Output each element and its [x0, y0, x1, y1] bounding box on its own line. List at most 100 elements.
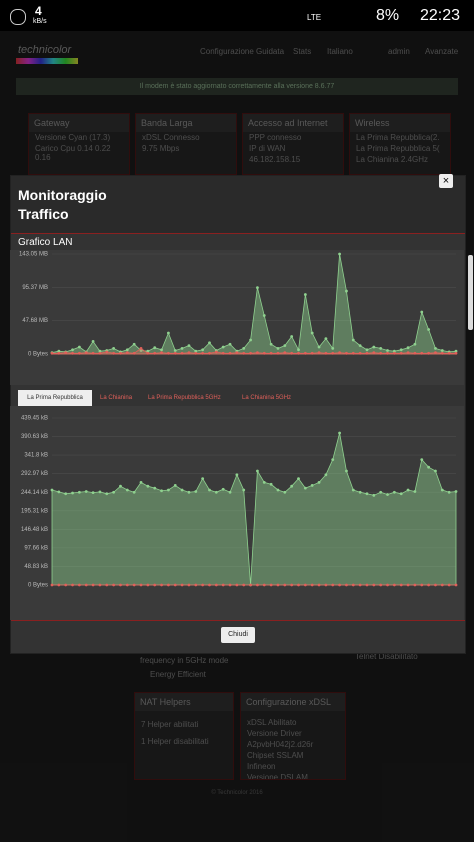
point: [173, 351, 177, 355]
point: [379, 583, 383, 587]
point: [105, 492, 109, 496]
point: [119, 484, 122, 488]
point: [125, 348, 129, 352]
point: [173, 349, 177, 352]
card: Gateway Versione Cyan (17.3) Carico Cpu 0.…: [28, 113, 130, 175]
speed: 4: [35, 4, 42, 18]
modal-title: Monitoraggio Traffico: [18, 187, 107, 222]
close-button[interactable]: Chiudi: [221, 627, 255, 643]
point: [167, 351, 170, 355]
point: [105, 350, 109, 354]
point: [160, 348, 163, 352]
point: [365, 348, 369, 352]
point: [399, 492, 403, 496]
point: [228, 583, 232, 587]
card-title: Banda Larga: [136, 114, 236, 132]
point: [228, 351, 232, 355]
point: [358, 344, 362, 348]
point: [290, 335, 294, 338]
point: [317, 480, 321, 484]
scrollbar: [468, 255, 473, 330]
close-button[interactable]: ×: [439, 174, 453, 188]
point: [331, 583, 335, 587]
point: [262, 480, 266, 484]
point: [249, 583, 252, 587]
network: LTE: [307, 13, 322, 22]
point: [64, 583, 68, 587]
point: [146, 349, 150, 353]
point: [406, 583, 410, 587]
point: [406, 488, 410, 492]
point: [386, 583, 389, 587]
point: [338, 351, 341, 355]
point: [365, 492, 369, 496]
point: [276, 347, 280, 350]
point: [351, 583, 355, 587]
point: [132, 490, 136, 494]
status-bar: 4 kB/s LTE 8% 22:23: [0, 0, 474, 31]
point: [187, 490, 191, 494]
point: [420, 583, 424, 587]
point: [276, 351, 280, 355]
point: [454, 583, 458, 587]
menu-item: Configurazione Guidata: [200, 47, 285, 56]
speed-unit: kB/s: [33, 18, 47, 25]
plot-bg: [10, 250, 464, 385]
point: [112, 583, 116, 587]
point: [290, 351, 294, 355]
card-title: Gateway: [29, 114, 129, 132]
point: [98, 490, 102, 494]
point: [98, 349, 102, 353]
point: [91, 491, 95, 495]
point: [351, 488, 355, 492]
point: [303, 583, 307, 587]
point: [413, 342, 417, 346]
point: [153, 583, 157, 587]
tab[interactable]: La Prima Repubblica: [18, 390, 92, 406]
point: [201, 351, 205, 355]
brand-bar: [16, 58, 78, 64]
tab[interactable]: La Chianina 5GHz: [242, 395, 292, 401]
point: [221, 351, 225, 355]
point: [119, 351, 122, 355]
point: [194, 583, 198, 587]
point: [119, 583, 122, 587]
tab[interactable]: La Chianina: [100, 395, 133, 401]
point: [91, 583, 95, 587]
nat-card: NAT Helpers 7 Helper abilitati 1 Helper …: [134, 692, 234, 780]
y-tick-label: 143.05 MB: [19, 252, 48, 258]
point: [194, 351, 198, 355]
point: [167, 583, 170, 587]
point: [180, 583, 184, 587]
card-title: Wireless: [350, 114, 450, 132]
y-tick-label: 48.83 kB: [24, 564, 48, 570]
point: [345, 583, 348, 587]
point: [440, 351, 444, 355]
y-tick-label: 95.37 MB: [22, 285, 48, 291]
point: [427, 328, 431, 331]
point: [324, 583, 328, 587]
tab[interactable]: La Prima Repubblica 5GHz: [148, 395, 221, 401]
point: [297, 351, 300, 355]
point: [358, 583, 362, 587]
point: [413, 583, 417, 587]
point: [358, 490, 362, 494]
point: [454, 349, 458, 353]
point: [235, 583, 239, 587]
point: [132, 583, 136, 587]
point: [71, 348, 74, 352]
menu-item: Avanzate: [425, 47, 459, 56]
point: [173, 484, 177, 487]
point: [71, 491, 74, 495]
point: [290, 484, 294, 488]
point: [235, 473, 239, 477]
point: [262, 351, 266, 355]
point: [386, 351, 389, 355]
point: [324, 473, 328, 477]
card-line: 46.182.158.15: [249, 155, 301, 164]
point: [77, 583, 81, 587]
point: [112, 347, 116, 350]
point: [249, 338, 252, 342]
point: [208, 488, 211, 492]
point: [194, 490, 198, 493]
